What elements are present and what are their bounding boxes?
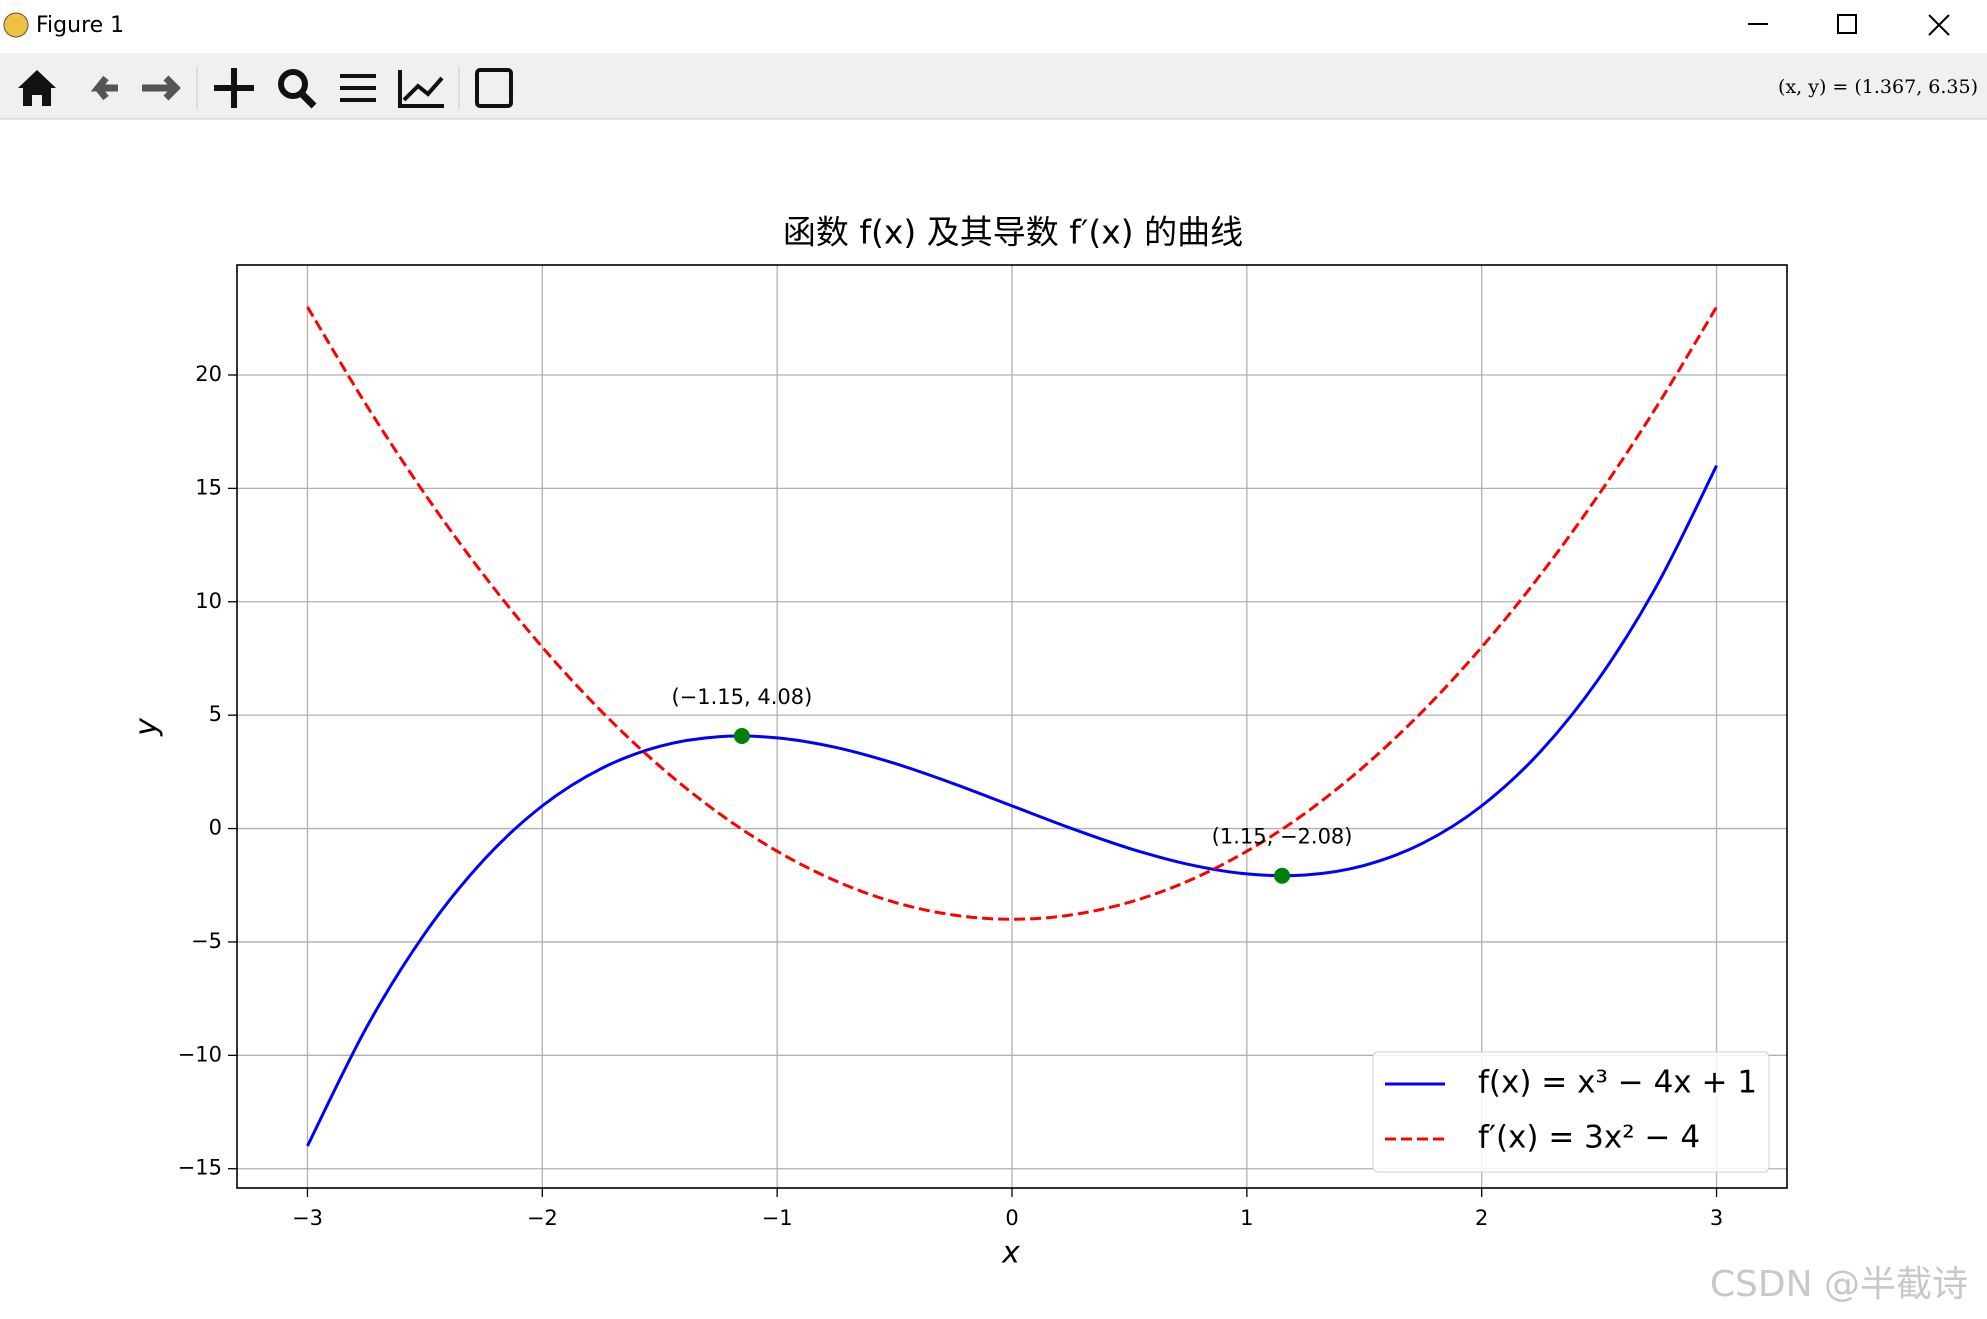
y-tick-label: 15 [195, 475, 222, 499]
toolbar [0, 53, 1987, 119]
x-tick-label: −2 [527, 1206, 558, 1230]
close-button[interactable] [1928, 14, 1950, 36]
x-tick-label: −1 [762, 1206, 793, 1230]
y-tick-label: 0 [209, 816, 222, 840]
pan-button[interactable] [214, 68, 254, 108]
y-axis-label: y [130, 717, 165, 737]
zoom-button[interactable] [278, 69, 317, 109]
legend-label: f′(x) = 3x² − 4 [1478, 1120, 1700, 1156]
x-tick-label: −3 [292, 1206, 323, 1230]
extremum-point [733, 728, 750, 745]
x-tick-label: 1 [1240, 1206, 1253, 1230]
y-tick-label: −5 [191, 929, 222, 953]
title-bar [0, 0, 1987, 53]
watermark: CSDN @半截诗 [1710, 1264, 1968, 1305]
chart-title: 函数 f(x) 及其导数 f′(x) 的曲线 [783, 213, 1243, 252]
back-button[interactable] [90, 75, 118, 101]
extremum-point [1274, 867, 1291, 884]
y-tick-label: 5 [209, 702, 222, 726]
series-line [306, 465, 1718, 1147]
maximize-button[interactable] [1837, 14, 1857, 34]
axes-frame [236, 264, 1788, 1189]
window-title: Figure 1 [36, 13, 124, 38]
point-label: (−1.15, 4.08) [671, 685, 812, 709]
point-label: (1.15, −2.08) [1212, 825, 1353, 849]
y-tick-label: 20 [195, 362, 222, 386]
configure-button[interactable] [340, 74, 376, 102]
home-button[interactable] [18, 70, 56, 106]
x-tick-label: 0 [1005, 1206, 1018, 1230]
save-button[interactable] [475, 68, 513, 108]
forward-button[interactable] [142, 75, 181, 101]
x-tick-label: 3 [1710, 1206, 1723, 1230]
x-axis-label: x [1001, 1236, 1020, 1271]
edit-button[interactable] [398, 70, 444, 108]
legend-box [1372, 1051, 1770, 1173]
legend-label: f(x) = x³ − 4x + 1 [1478, 1065, 1757, 1101]
x-tick-label: 2 [1475, 1206, 1488, 1230]
app-icon [3, 12, 29, 38]
coordinates: (x, y) = (1.367, 6.35) [1778, 76, 1978, 98]
y-tick-label: −15 [178, 1156, 222, 1180]
y-tick-label: −10 [178, 1042, 222, 1066]
y-tick-label: 10 [195, 589, 222, 613]
